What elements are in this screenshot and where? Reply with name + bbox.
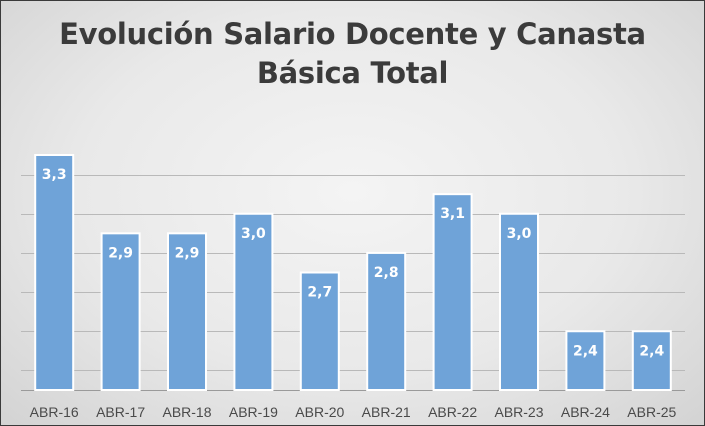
x-tick-label-abr-22: ABR-22 [428,404,477,420]
chart-title: Evolución Salario Docente y Canasta Bási… [1,15,704,93]
bar-abr-18 [167,232,207,391]
bar-abr-19 [233,212,274,391]
data-label-abr-25: 2,4 [639,343,664,359]
x-tick-label-abr-25: ABR-25 [627,404,676,420]
bar-abr-22 [432,193,473,391]
x-tick-label-abr-17: ABR-17 [96,404,145,420]
data-label-abr-17: 2,9 [108,245,133,261]
data-label-abr-18: 2,9 [175,245,200,261]
x-tick-label-abr-20: ABR-20 [295,404,344,420]
x-tick-label-abr-24: ABR-24 [561,404,610,420]
x-tick-label-abr-23: ABR-23 [494,404,543,420]
data-label-abr-20: 2,7 [307,285,332,301]
x-tick-label-abr-19: ABR-19 [229,404,278,420]
bar-abr-17 [100,232,141,391]
x-tick-label-abr-16: ABR-16 [30,404,79,420]
data-label-abr-21: 2,8 [374,265,399,281]
bar-abr-20 [299,271,340,391]
chart-title-line-2: Básica Total [256,56,449,90]
data-label-abr-22: 3,1 [440,206,465,222]
chart-title-line-1: Evolución Salario Docente y Canasta [59,17,646,51]
data-label-abr-23: 3,0 [507,226,532,242]
bar-abr-23 [499,212,539,391]
bar-abr-24 [565,330,606,391]
data-label-abr-19: 3,0 [241,226,266,242]
bar-abr-16 [34,154,75,391]
data-label-abr-24: 2,4 [573,343,598,359]
bar-abr-21 [366,251,407,391]
bar-abr-25 [631,330,672,391]
x-tick-label-abr-18: ABR-18 [162,404,211,420]
x-tick-label-abr-21: ABR-21 [362,404,411,420]
data-label-abr-16: 3,3 [42,167,67,183]
